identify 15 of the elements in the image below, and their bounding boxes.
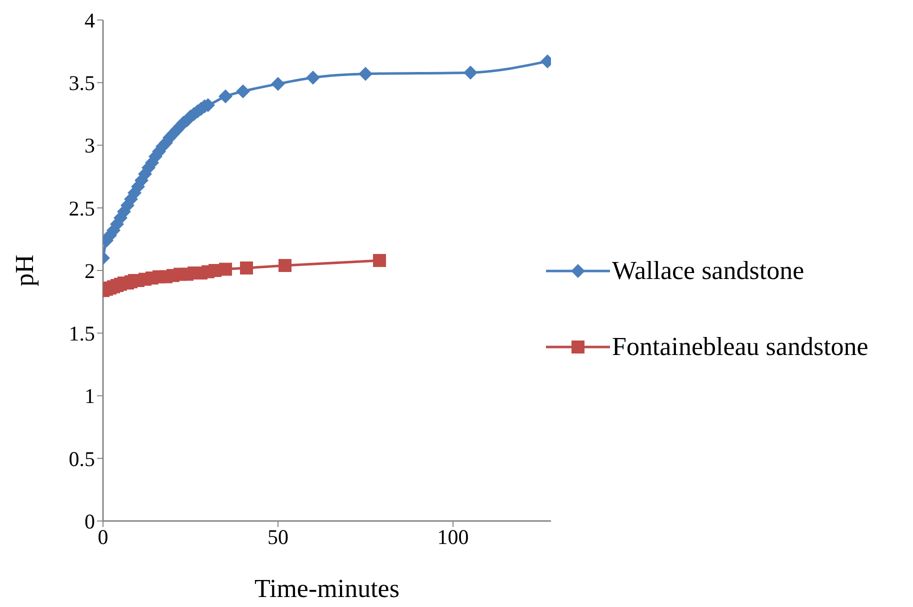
- y-tick-label: 4: [84, 8, 96, 32]
- y-tick-label: 1.5: [68, 322, 95, 346]
- y-axis-title: pH: [10, 254, 40, 286]
- legend-label: Wallace sandstone: [612, 256, 804, 286]
- legend-label: Fontainebleau sandstone: [612, 332, 868, 362]
- x-tick-label: 100: [437, 524, 469, 549]
- y-tick-label: 0.5: [68, 446, 95, 471]
- y-tick-label: 2.5: [68, 196, 95, 220]
- y-tick-label: 3.5: [68, 71, 95, 96]
- y-tick-label: 2: [84, 258, 95, 283]
- y-tick-label: 1: [84, 384, 95, 408]
- y-tick-label: 0: [84, 509, 95, 534]
- x-axis-title: Time-minutes: [254, 574, 400, 603]
- x-tick-label: 50: [268, 524, 288, 549]
- y-tick-label: 3: [84, 134, 95, 158]
